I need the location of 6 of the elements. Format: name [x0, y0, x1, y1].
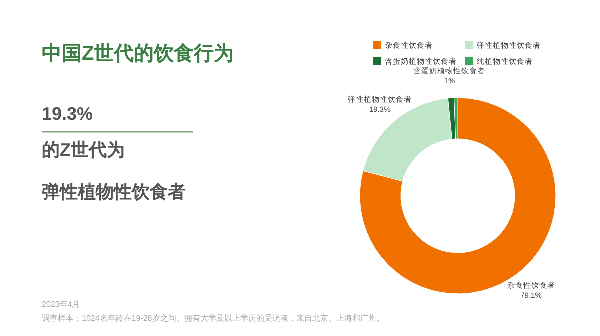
text: 的Z世代为 — [42, 140, 125, 160]
text: 2023年4月 — [42, 300, 80, 309]
text: 中国Z世代的饮食行为 — [42, 43, 234, 65]
text: 19.3% — [42, 104, 94, 124]
text: 弹性植物性饮食者 — [42, 182, 186, 202]
text: 调查样本：1024名年龄在19-28岁之间、拥有大学及以上学历的受访者，来自北京、上海和广州。 — [42, 314, 384, 323]
